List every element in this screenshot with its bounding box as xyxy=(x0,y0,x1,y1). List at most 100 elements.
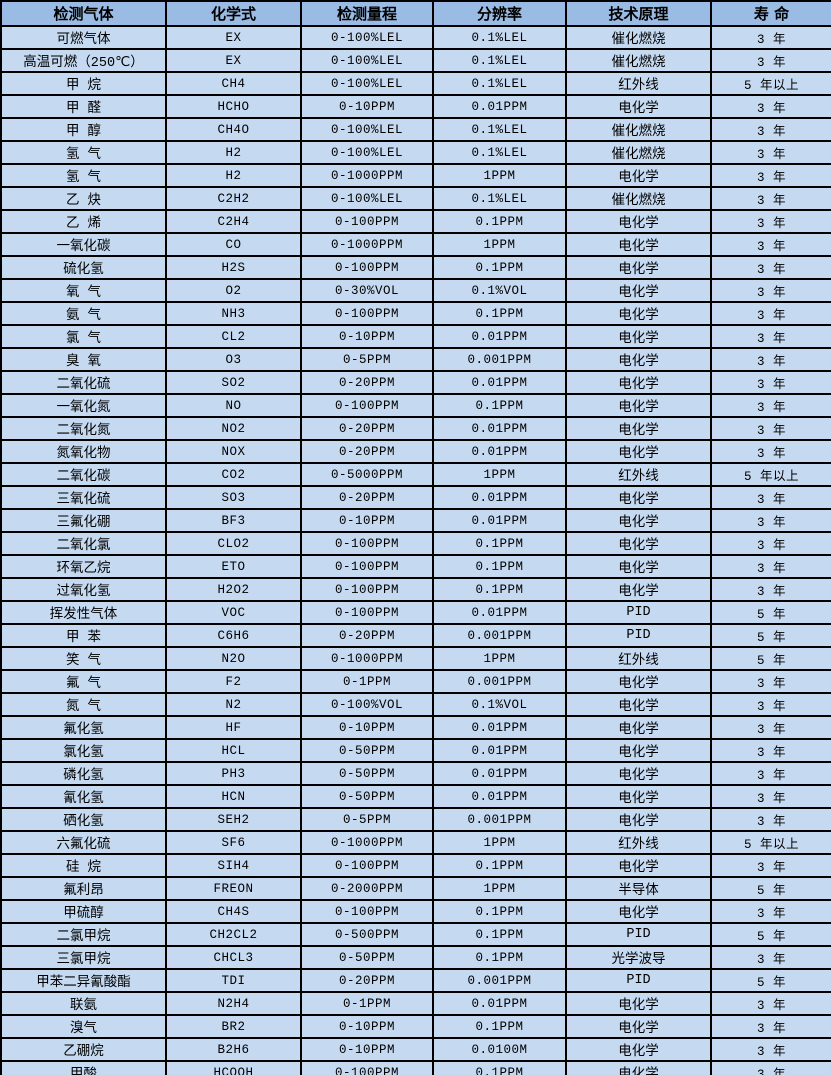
cell-detection-range: 0-100PPM xyxy=(300,600,434,625)
cell-lifespan: 3 年 xyxy=(710,1014,831,1039)
table-row: 氟利昂 FREON 0-2000PPM 1PPM 半导体 5 年 xyxy=(0,876,831,901)
cell-lifespan: 3 年 xyxy=(710,899,831,924)
cell-resolution: 0.01PPM xyxy=(432,439,567,464)
cell-detection-range: 0-20PPM xyxy=(300,416,434,441)
table-row: 氢 气 H2 0-100%LEL 0.1%LEL 催化燃烧 3 年 xyxy=(0,140,831,165)
cell-lifespan: 3 年 xyxy=(710,301,831,326)
cell-technology-principle: 电化学 xyxy=(565,508,712,533)
cell-lifespan: 5 年 xyxy=(710,876,831,901)
table-row: 氟化氢 HF 0-10PPM 0.01PPM 电化学 3 年 xyxy=(0,715,831,740)
cell-technology-principle: 红外线 xyxy=(565,71,712,96)
cell-resolution: 0.01PPM xyxy=(432,324,567,349)
cell-technology-principle: 电化学 xyxy=(565,577,712,602)
cell-chemical-formula: B2H6 xyxy=(165,1037,302,1062)
cell-technology-principle: 电化学 xyxy=(565,761,712,786)
table-row: 氟 气 F2 0-1PPM 0.001PPM 电化学 3 年 xyxy=(0,669,831,694)
table-row: 三氧化硫 SO3 0-20PPM 0.01PPM 电化学 3 年 xyxy=(0,485,831,510)
cell-technology-principle: 电化学 xyxy=(565,853,712,878)
cell-resolution: 0.01PPM xyxy=(432,738,567,763)
cell-detection-range: 0-20PPM xyxy=(300,370,434,395)
table-row: 笑 气 N2O 0-1000PPM 1PPM 红外线 5 年 xyxy=(0,646,831,671)
cell-lifespan: 5 年 xyxy=(710,600,831,625)
cell-gas-name: 甲 醛 xyxy=(0,94,167,119)
cell-lifespan: 3 年 xyxy=(710,1037,831,1062)
cell-detection-range: 0-100%VOL xyxy=(300,692,434,717)
cell-chemical-formula: F2 xyxy=(165,669,302,694)
cell-gas-name: 氮 气 xyxy=(0,692,167,717)
table-row: 乙 烯 C2H4 0-100PPM 0.1PPM 电化学 3 年 xyxy=(0,209,831,234)
cell-chemical-formula: C6H6 xyxy=(165,623,302,648)
cell-chemical-formula: H2O2 xyxy=(165,577,302,602)
cell-chemical-formula: ETO xyxy=(165,554,302,579)
cell-chemical-formula: CH4 xyxy=(165,71,302,96)
table-row: 氮 气 N2 0-100%VOL 0.1%VOL 电化学 3 年 xyxy=(0,692,831,717)
table-row: 一氧化碳 CO 0-1000PPM 1PPM 电化学 3 年 xyxy=(0,232,831,257)
cell-detection-range: 0-100PPM xyxy=(300,554,434,579)
column-header-resolution: 分辨率 xyxy=(432,0,567,27)
table-row: 二氧化氮 NO2 0-20PPM 0.01PPM 电化学 3 年 xyxy=(0,416,831,441)
cell-resolution: 0.01PPM xyxy=(432,600,567,625)
cell-technology-principle: PID xyxy=(565,600,712,625)
cell-technology-principle: 电化学 xyxy=(565,485,712,510)
cell-lifespan: 3 年 xyxy=(710,209,831,234)
table-row: 过氧化氢 H2O2 0-100PPM 0.1PPM 电化学 3 年 xyxy=(0,577,831,602)
table-row: 氢 气 H2 0-1000PPM 1PPM 电化学 3 年 xyxy=(0,163,831,188)
cell-resolution: 0.1PPM xyxy=(432,209,567,234)
cell-chemical-formula: BF3 xyxy=(165,508,302,533)
cell-lifespan: 3 年 xyxy=(710,853,831,878)
cell-gas-name: 氰化氢 xyxy=(0,784,167,809)
cell-detection-range: 0-100PPM xyxy=(300,301,434,326)
cell-lifespan: 3 年 xyxy=(710,692,831,717)
cell-lifespan: 5 年以上 xyxy=(710,71,831,96)
cell-detection-range: 0-5PPM xyxy=(300,807,434,832)
cell-gas-name: 可燃气体 xyxy=(0,25,167,50)
cell-gas-name: 氟利昂 xyxy=(0,876,167,901)
cell-resolution: 0.1PPM xyxy=(432,393,567,418)
cell-technology-principle: 电化学 xyxy=(565,393,712,418)
table-row: 溴气 BR2 0-10PPM 0.1PPM 电化学 3 年 xyxy=(0,1014,831,1039)
cell-chemical-formula: CL2 xyxy=(165,324,302,349)
cell-technology-principle: 电化学 xyxy=(565,807,712,832)
cell-technology-principle: 电化学 xyxy=(565,439,712,464)
cell-detection-range: 0-20PPM xyxy=(300,439,434,464)
cell-gas-name: 硅 烷 xyxy=(0,853,167,878)
cell-chemical-formula: CH4O xyxy=(165,117,302,142)
cell-lifespan: 3 年 xyxy=(710,324,831,349)
cell-lifespan: 3 年 xyxy=(710,738,831,763)
cell-detection-range: 0-2000PPM xyxy=(300,876,434,901)
cell-resolution: 1PPM xyxy=(432,232,567,257)
cell-technology-principle: 催化燃烧 xyxy=(565,117,712,142)
table-row: 甲 烷 CH4 0-100%LEL 0.1%LEL 红外线 5 年以上 xyxy=(0,71,831,96)
cell-detection-range: 0-1000PPM xyxy=(300,830,434,855)
cell-technology-principle: 催化燃烧 xyxy=(565,140,712,165)
cell-lifespan: 5 年 xyxy=(710,922,831,947)
table-row: 甲苯二异氰酸酯 TDI 0-20PPM 0.001PPM PID 5 年 xyxy=(0,968,831,993)
cell-resolution: 0.01PPM xyxy=(432,416,567,441)
cell-resolution: 0.001PPM xyxy=(432,807,567,832)
cell-lifespan: 3 年 xyxy=(710,715,831,740)
cell-resolution: 0.1PPM xyxy=(432,1060,567,1075)
cell-technology-principle: 电化学 xyxy=(565,899,712,924)
cell-resolution: 0.01PPM xyxy=(432,370,567,395)
cell-gas-name: 氯 气 xyxy=(0,324,167,349)
cell-chemical-formula: CO xyxy=(165,232,302,257)
table-row: 乙 炔 C2H2 0-100%LEL 0.1%LEL 催化燃烧 3 年 xyxy=(0,186,831,211)
cell-chemical-formula: SO2 xyxy=(165,370,302,395)
table-row: 高温可燃（250℃） EX 0-100%LEL 0.1%LEL 催化燃烧 3 年 xyxy=(0,48,831,73)
cell-gas-name: 甲 苯 xyxy=(0,623,167,648)
cell-resolution: 0.01PPM xyxy=(432,485,567,510)
cell-detection-range: 0-10PPM xyxy=(300,508,434,533)
cell-lifespan: 3 年 xyxy=(710,531,831,556)
cell-resolution: 1PPM xyxy=(432,163,567,188)
cell-lifespan: 3 年 xyxy=(710,991,831,1016)
cell-technology-principle: 催化燃烧 xyxy=(565,25,712,50)
cell-lifespan: 3 年 xyxy=(710,94,831,119)
cell-gas-name: 甲硫醇 xyxy=(0,899,167,924)
cell-resolution: 0.1PPM xyxy=(432,255,567,280)
cell-detection-range: 0-20PPM xyxy=(300,623,434,648)
cell-resolution: 0.01PPM xyxy=(432,715,567,740)
cell-chemical-formula: O2 xyxy=(165,278,302,303)
table-row: 硅 烷 SIH4 0-100PPM 0.1PPM 电化学 3 年 xyxy=(0,853,831,878)
